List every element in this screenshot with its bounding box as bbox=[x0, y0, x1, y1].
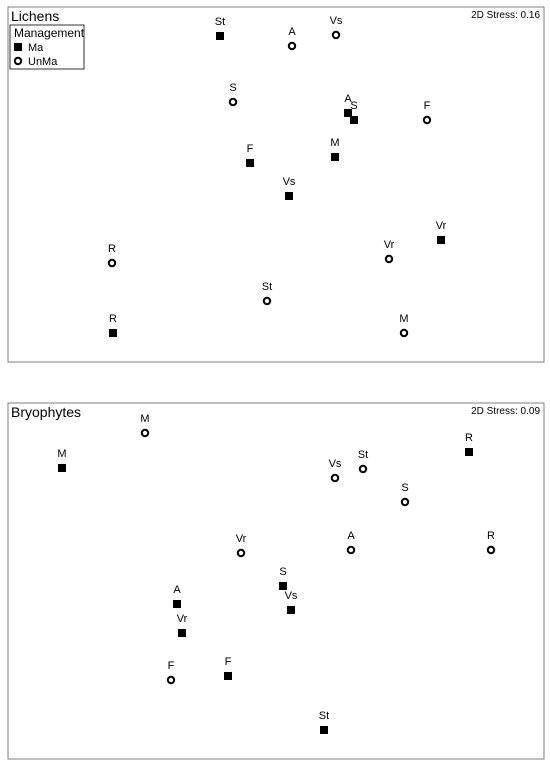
point-unma-r bbox=[107, 258, 117, 268]
point-label-ma-st: St bbox=[319, 710, 329, 722]
point-unma-st bbox=[358, 464, 368, 474]
point-unma-a bbox=[287, 41, 297, 51]
legend-box bbox=[9, 24, 85, 70]
point-label-unma-a: A bbox=[288, 26, 296, 38]
point-label-unma-r: R bbox=[108, 243, 116, 255]
point-unma-f bbox=[166, 675, 176, 685]
bryophytes-points: M R S A Vs Vr F St M Vs St S A R Vr F bbox=[57, 413, 496, 734]
lichens-panel-title: Lichens bbox=[11, 8, 59, 24]
point-label-unma-st: St bbox=[358, 449, 368, 461]
point-label-unma-m: M bbox=[140, 413, 149, 425]
point-ma-st bbox=[216, 32, 224, 40]
point-unma-vs bbox=[330, 473, 340, 483]
point-label-ma-a: A bbox=[344, 93, 352, 105]
point-label-ma-s: S bbox=[350, 100, 357, 112]
point-unma-vr bbox=[236, 548, 246, 558]
bryophytes-panel: Bryophytes 2D Stress: 0.09 M R S A Vs Vr F St M V… bbox=[7, 402, 545, 760]
lichens-stress-label: 2D Stress: 0.16 bbox=[471, 10, 540, 21]
point-ma-a bbox=[344, 109, 352, 117]
point-label-ma-vs: Vs bbox=[283, 176, 296, 188]
point-ma-m bbox=[331, 153, 339, 161]
legend: Management Ma UnMa bbox=[9, 24, 85, 70]
point-ma-vs bbox=[285, 192, 293, 200]
point-ma-vr bbox=[178, 629, 186, 637]
point-ma-f bbox=[246, 159, 254, 167]
point-ma-a bbox=[173, 600, 181, 608]
point-ma-r bbox=[465, 448, 473, 456]
bryophytes-plot-frame bbox=[7, 402, 545, 760]
point-label-unma-s: S bbox=[401, 482, 408, 494]
point-label-ma-s: S bbox=[279, 566, 286, 578]
point-label-ma-r: R bbox=[109, 313, 117, 325]
point-label-ma-a: A bbox=[173, 584, 181, 596]
point-ma-m bbox=[58, 464, 66, 472]
point-label-ma-m: M bbox=[57, 448, 66, 460]
point-label-unma-st: St bbox=[262, 281, 272, 293]
point-unma-s bbox=[400, 497, 410, 507]
point-ma-s bbox=[350, 116, 358, 124]
point-unma-a bbox=[346, 545, 356, 555]
point-label-unma-vr: Vr bbox=[384, 239, 395, 251]
point-label-unma-f: F bbox=[168, 660, 175, 672]
point-label-unma-a: A bbox=[347, 530, 355, 542]
point-label-unma-vs: Vs bbox=[330, 15, 343, 27]
point-label-unma-m: M bbox=[399, 313, 408, 325]
point-label-ma-vr: Vr bbox=[436, 220, 447, 232]
legend-label-unma: UnMa bbox=[28, 56, 58, 68]
point-label-ma-f: F bbox=[247, 143, 254, 155]
point-ma-f bbox=[224, 672, 232, 680]
legend-title: Management bbox=[14, 26, 85, 40]
point-ma-vs bbox=[287, 606, 295, 614]
point-unma-vs bbox=[331, 30, 341, 40]
point-ma-st bbox=[320, 726, 328, 734]
point-label-ma-st: St bbox=[215, 16, 225, 28]
point-label-ma-f: F bbox=[225, 656, 232, 668]
point-unma-m bbox=[399, 328, 409, 338]
point-label-ma-vs: Vs bbox=[285, 590, 298, 602]
point-label-unma-f: F bbox=[424, 100, 431, 112]
point-ma-r bbox=[109, 329, 117, 337]
point-label-ma-m: M bbox=[330, 137, 339, 149]
point-label-unma-r: R bbox=[487, 530, 495, 542]
legend-marker-ma bbox=[14, 43, 22, 51]
lichens-panel: Lichens 2D Stress: 0.16 Management Ma Un… bbox=[7, 6, 545, 363]
point-label-ma-r: R bbox=[465, 432, 473, 444]
point-label-unma-s: S bbox=[229, 82, 236, 94]
point-label-ma-vr: Vr bbox=[177, 613, 188, 625]
bryophytes-panel-title: Bryophytes bbox=[11, 404, 81, 420]
legend-marker-unma bbox=[13, 56, 23, 66]
point-unma-st bbox=[262, 296, 272, 306]
point-ma-s bbox=[279, 582, 287, 590]
point-ma-vr bbox=[437, 236, 445, 244]
point-unma-m bbox=[140, 428, 150, 438]
lichens-plot-frame bbox=[7, 6, 545, 363]
point-unma-f bbox=[422, 115, 432, 125]
legend-label-ma: Ma bbox=[28, 42, 44, 54]
bryophytes-stress-label: 2D Stress: 0.09 bbox=[471, 406, 540, 417]
point-unma-vr bbox=[384, 254, 394, 264]
point-unma-s bbox=[228, 97, 238, 107]
point-unma-r bbox=[486, 545, 496, 555]
point-label-unma-vr: Vr bbox=[236, 533, 247, 545]
point-label-unma-vs: Vs bbox=[329, 458, 342, 470]
